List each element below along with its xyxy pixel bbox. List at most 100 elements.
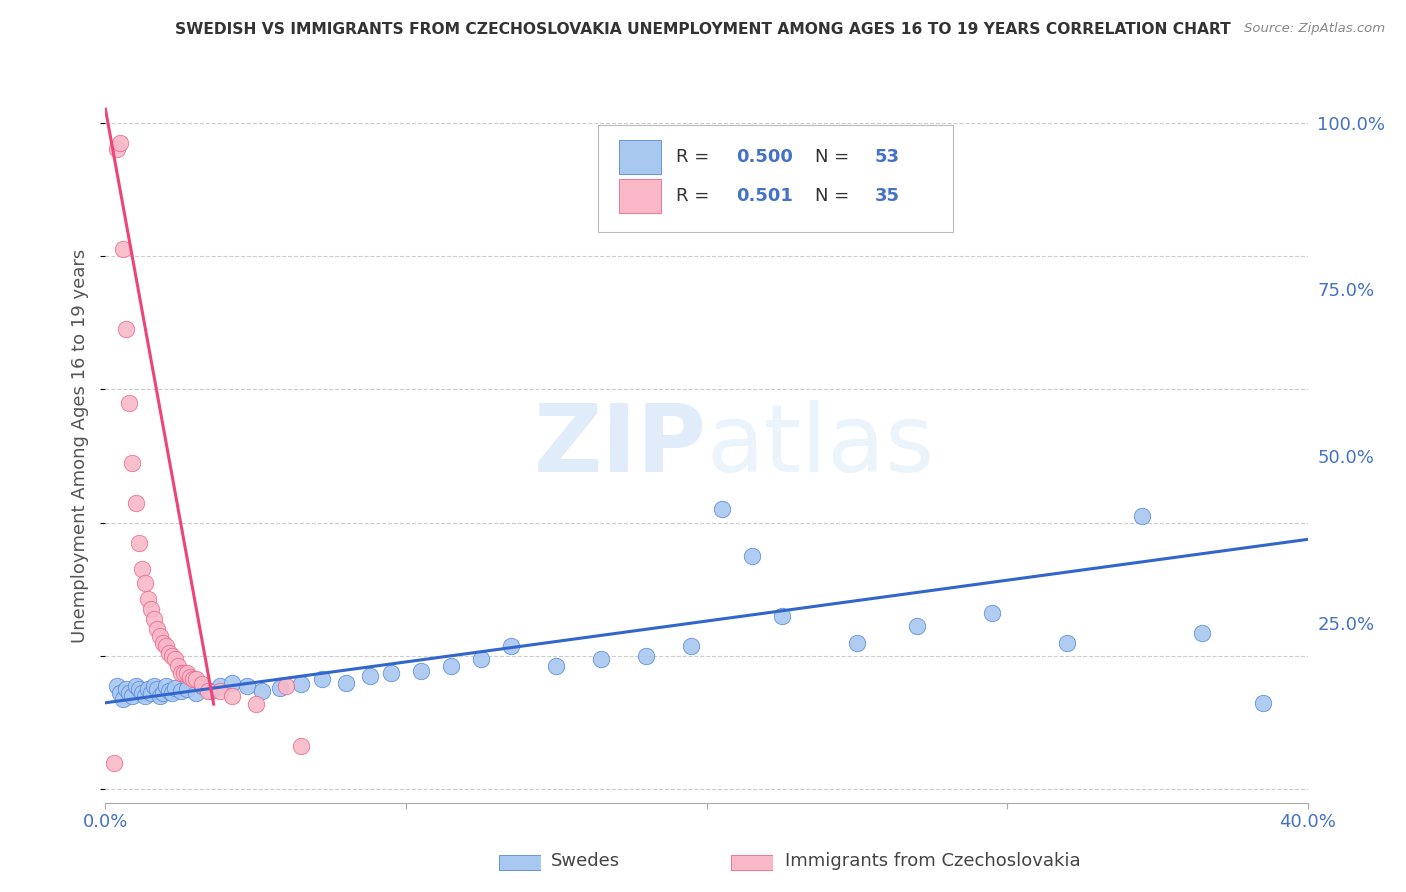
- Point: [184, 673, 207, 687]
- Text: N =: N =: [814, 187, 855, 205]
- Point: [110, 686, 132, 700]
- Point: [250, 683, 273, 698]
- Point: [235, 679, 257, 693]
- Point: [160, 649, 183, 664]
- Point: [118, 686, 141, 700]
- Point: [181, 673, 204, 687]
- Point: [107, 679, 129, 693]
- Point: [440, 659, 463, 673]
- Point: [136, 592, 159, 607]
- Point: [134, 575, 156, 590]
- Point: [173, 665, 195, 680]
- Point: [157, 646, 180, 660]
- Point: [269, 681, 291, 695]
- Text: SWEDISH VS IMMIGRANTS FROM CZECHOSLOVAKIA UNEMPLOYMENT AMONG AGES 16 TO 19 YEARS: SWEDISH VS IMMIGRANTS FROM CZECHOSLOVAKI…: [176, 22, 1230, 37]
- Point: [169, 683, 191, 698]
- Point: [845, 636, 868, 650]
- Text: Source: ZipAtlas.com: Source: ZipAtlas.com: [1244, 22, 1385, 36]
- Point: [118, 395, 141, 409]
- Text: R =: R =: [676, 148, 716, 166]
- Bar: [619, 179, 661, 213]
- Point: [139, 602, 162, 616]
- Point: [380, 665, 402, 680]
- Point: [169, 665, 191, 680]
- Point: [136, 682, 159, 697]
- Point: [152, 636, 174, 650]
- Point: [152, 686, 174, 700]
- Point: [1191, 625, 1213, 640]
- Point: [142, 612, 165, 626]
- Point: [103, 756, 125, 770]
- Point: [184, 686, 207, 700]
- Point: [208, 683, 231, 698]
- Point: [142, 679, 165, 693]
- Point: [190, 679, 212, 693]
- Point: [112, 242, 135, 256]
- Bar: [619, 140, 661, 174]
- Point: [905, 619, 928, 633]
- Text: ZIP: ZIP: [534, 400, 707, 492]
- Point: [245, 697, 267, 711]
- Point: [1130, 509, 1153, 524]
- Point: [134, 689, 156, 703]
- Point: [274, 679, 297, 693]
- Point: [311, 673, 333, 687]
- Text: Immigrants from Czechoslovakia: Immigrants from Czechoslovakia: [785, 852, 1080, 870]
- Point: [110, 136, 132, 150]
- Point: [501, 639, 523, 653]
- Text: 53: 53: [875, 148, 900, 166]
- Point: [681, 639, 703, 653]
- Point: [128, 535, 150, 549]
- Point: [710, 502, 733, 516]
- Point: [131, 562, 153, 576]
- Point: [155, 639, 177, 653]
- Text: 35: 35: [875, 187, 900, 205]
- Point: [121, 456, 143, 470]
- Bar: [499, 855, 541, 871]
- Point: [163, 652, 186, 666]
- Point: [335, 675, 357, 690]
- Point: [409, 664, 432, 678]
- Point: [112, 692, 135, 706]
- Text: N =: N =: [814, 148, 855, 166]
- Y-axis label: Unemployment Among Ages 16 to 19 years: Unemployment Among Ages 16 to 19 years: [72, 249, 90, 643]
- Point: [176, 682, 198, 697]
- Point: [157, 683, 180, 698]
- Point: [290, 739, 312, 753]
- Point: [470, 652, 492, 666]
- Point: [115, 682, 138, 697]
- Point: [1251, 696, 1274, 710]
- Text: 0.501: 0.501: [737, 187, 793, 205]
- Text: 0.500: 0.500: [737, 148, 793, 166]
- Point: [190, 677, 212, 691]
- Point: [179, 670, 201, 684]
- Point: [636, 649, 658, 664]
- Point: [145, 623, 167, 637]
- Point: [131, 686, 153, 700]
- Point: [546, 659, 568, 673]
- Point: [163, 681, 186, 695]
- Point: [124, 496, 146, 510]
- Point: [770, 609, 793, 624]
- Point: [741, 549, 763, 563]
- Point: [139, 686, 162, 700]
- Point: [107, 142, 129, 156]
- Point: [290, 677, 312, 691]
- Point: [148, 629, 170, 643]
- Point: [166, 659, 188, 673]
- Point: [124, 679, 146, 693]
- Point: [591, 652, 613, 666]
- Text: atlas: atlas: [707, 400, 935, 492]
- Point: [176, 665, 198, 680]
- Point: [208, 679, 231, 693]
- Text: Swedes: Swedes: [551, 852, 620, 870]
- Point: [221, 689, 243, 703]
- Point: [145, 682, 167, 697]
- Point: [1056, 636, 1078, 650]
- Point: [359, 669, 381, 683]
- Point: [160, 686, 183, 700]
- Bar: [731, 855, 773, 871]
- Point: [200, 683, 222, 698]
- Point: [121, 689, 143, 703]
- Text: R =: R =: [676, 187, 716, 205]
